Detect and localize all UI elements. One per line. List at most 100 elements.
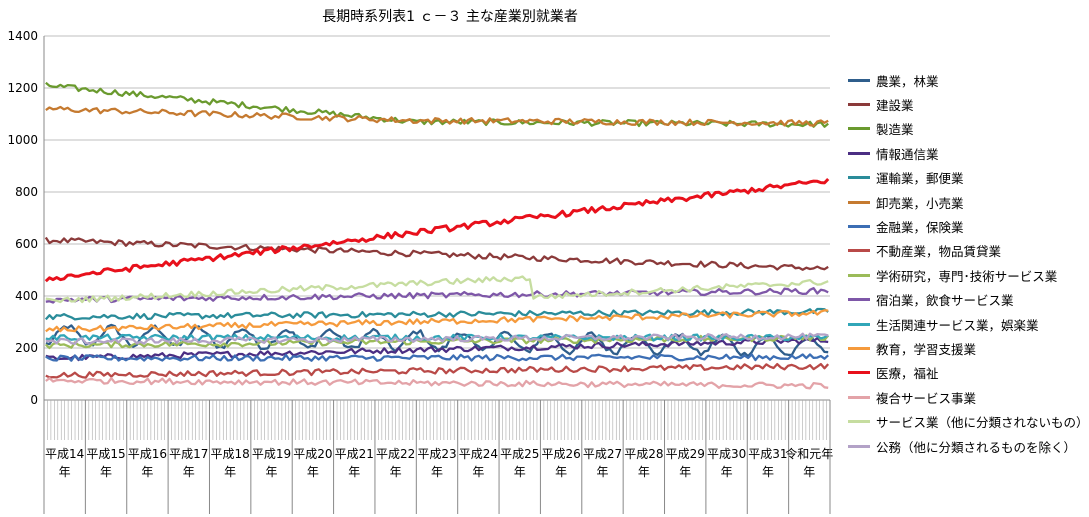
x-tick-label: 令和元年 [785,446,833,461]
legend-label: 農業，林業 [876,73,939,89]
x-tick-label: 平成16 [128,447,167,461]
x-tick-label: 平成25 [500,447,539,461]
x-tick-label: 年 [803,465,815,479]
series-line [44,307,829,321]
legend-label: 宿泊業，飲食サービス業 [876,293,1014,309]
legend-item: 公務（他に分類されるものを除く） [848,434,1088,458]
series-line [45,377,829,390]
legend-label: 不動産業，物品賃貸業 [876,244,1002,260]
y-tick-label: 1000 [7,133,38,147]
chart-legend: 農業，林業建設業製造業情報通信業運輸業，郵便業卸売業，小売業 金融業，保険業不動産… [848,68,1089,458]
x-tick-label: 年 [59,465,71,479]
y-tick-label: 1400 [7,29,38,43]
chart-plot: 0 200 400 600 800 1000 1200 1400 平成14 年 平成15 年 平成16 年… [7,29,833,514]
legend-item: 建設業 [848,92,1088,116]
x-tick-label: 年 [762,465,774,479]
series-line [45,332,829,345]
series-line [45,81,829,128]
legend-item: 金融業，保険業 [848,214,1088,238]
x-tick-label: 平成14 [45,447,84,461]
legend-swatch [848,322,870,326]
legend-item: 医療，福祉 [848,361,1088,385]
legend-item: 宿泊業，飲食サービス業 [848,288,1088,312]
x-tick-label: 平成28 [624,447,663,461]
y-tick-label: 600 [15,237,38,251]
series-line [45,333,829,342]
series-line [44,236,829,271]
legend-label: 教育，学習支援業 [876,341,977,357]
legend-swatch [848,78,870,82]
x-tick-label: 平成31 [748,447,787,461]
x-tick-label: 平成29 [666,447,705,461]
legend-item: 運輸業，郵便業 [848,166,1088,190]
legend-swatch [848,103,870,107]
series-line [45,287,829,304]
x-tick-label: 平成22 [376,447,415,461]
legend-item: 教育，学習支援業 [848,336,1088,360]
legend-item: サービス業（他に分類されないもの） [848,409,1089,433]
legend-swatch [848,127,870,131]
legend-swatch [848,371,870,375]
legend-swatch [848,151,870,155]
legend-label: 情報通信業 [876,146,939,162]
x-tick-label: 平成27 [583,447,622,461]
series-line [45,336,829,362]
legend-swatch [848,395,870,399]
legend-item: 複合サービス事業 [848,385,1088,409]
legend-label: 卸売業，小売業 [876,195,964,211]
x-tick-label: 年 [679,465,691,479]
y-tick-label: 400 [15,289,38,303]
y-tick-label: 200 [15,341,38,355]
x-tick-label: 年 [721,465,733,479]
legend-item: 不動産業，物品賃貸業 [848,239,1088,263]
x-tick-label: 年 [555,465,567,479]
x-tick-label: 年 [183,465,195,479]
x-tick-label: 年 [638,465,650,479]
legend-swatch [848,444,870,448]
legend-item: 生活関連サービス業，娯楽業 [848,312,1088,336]
legend-label: 生活関連サービス業，娯楽業 [876,317,1039,333]
legend-label: 複合サービス事業 [876,390,977,406]
x-tick-label: 年 [431,465,443,479]
x-tick-label: 年 [266,465,278,479]
x-tick-label: 平成18 [211,447,250,461]
x-tick-label: 年 [390,465,402,479]
series-line [45,362,830,379]
legend-label: 公務（他に分類されるものを除く） [876,439,1077,455]
x-tick-label: 年 [596,465,608,479]
x-tick-label: 年 [514,465,526,479]
legend-item: 学術研究，専門･技術サービス業 [848,263,1088,287]
legend-label: 金融業，保険業 [876,220,964,236]
x-tick-label: 年 [100,465,112,479]
legend-swatch [848,273,870,277]
x-tick-label: 平成24 [459,447,498,461]
legend-swatch [848,346,870,350]
series-line [44,177,830,283]
x-tick-label: 年 [472,465,484,479]
legend-label: 製造業 [876,122,914,138]
chart-title: 長期時系列表1 ｃ－３ 主な産業別就業者 [322,9,578,25]
legend-swatch [848,420,870,424]
legend-swatch [848,298,870,302]
x-tick-label: 平成17 [169,447,208,461]
series-line [45,105,829,127]
legend-label: 医療，福祉 [876,366,939,382]
x-tick-label: 平成19 [252,447,291,461]
x-tick-label: 年 [348,465,360,479]
legend-item: 農業，林業 [848,68,1088,92]
series-line [45,275,829,304]
x-tick-label: 平成23 [417,447,456,461]
legend-label: サービス業（他に分類されないもの） [876,415,1089,431]
legend-item: 卸売業，小売業 [848,190,1088,214]
x-tick-label: 平成21 [335,447,374,461]
x-tick-label: 平成26 [541,447,580,461]
series-line [45,353,829,362]
x-tick-label: 平成20 [293,447,332,461]
x-tick-label: 年 [141,465,153,479]
legend-item: 製造業 [848,117,1088,141]
y-tick-label: 1200 [7,81,38,95]
x-tick-label: 年 [224,465,236,479]
x-tick-label: 年 [307,465,319,479]
x-tick-label: 平成15 [86,447,125,461]
legend-label: 学術研究，専門･技術サービス業 [876,268,1058,284]
